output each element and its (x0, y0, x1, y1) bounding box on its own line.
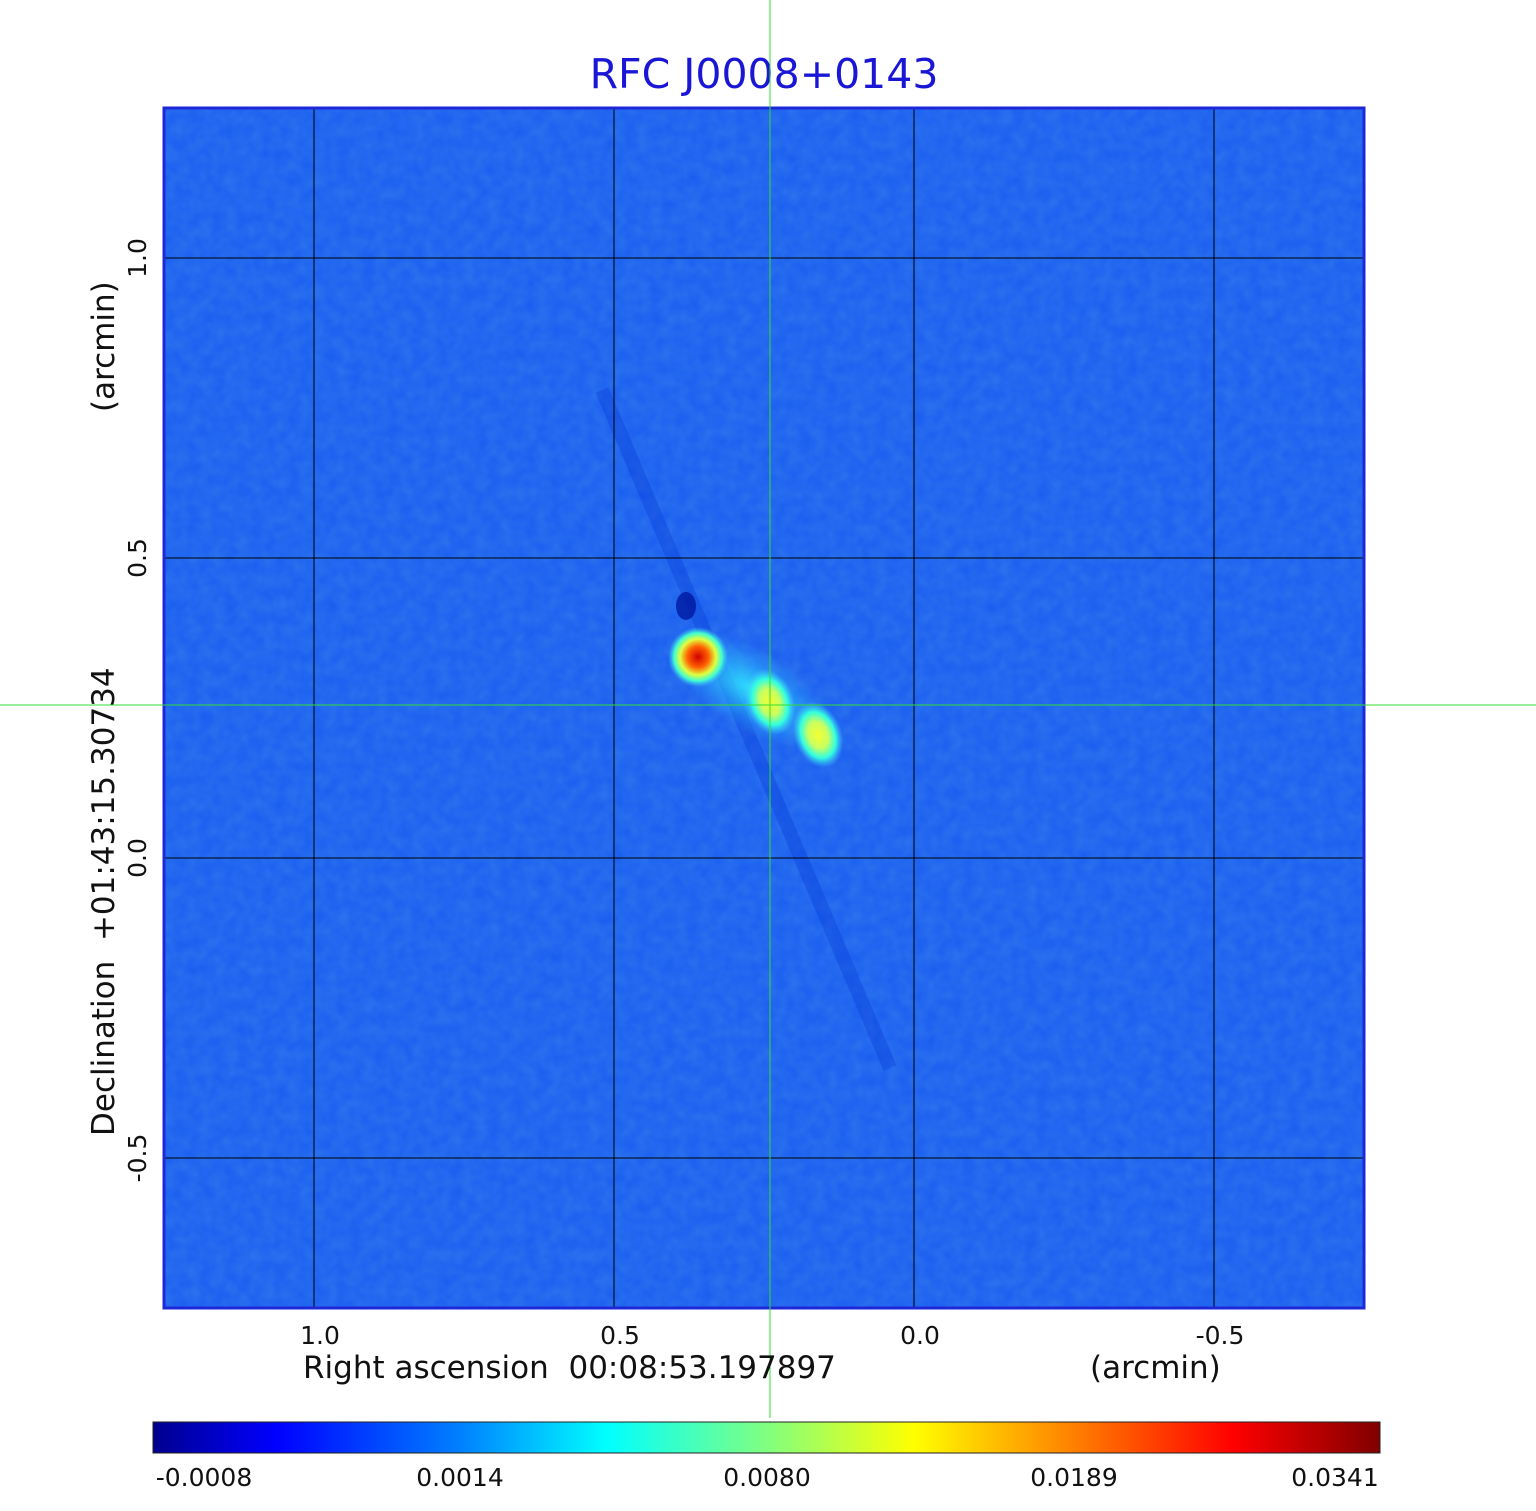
colorbar-tick-labels: -0.0008 0.0014 0.0080 0.0189 0.0341 (156, 1463, 1379, 1492)
y-tick-label: -0.5 (123, 1134, 152, 1183)
y-tick-label: 1.0 (123, 238, 152, 278)
colorbar-tick-label: 0.0189 (1030, 1463, 1117, 1492)
x-tick-label: 0.0 (900, 1321, 940, 1350)
image-area (164, 108, 1364, 1308)
x-axis-unit: (arcmin) (1090, 1350, 1221, 1386)
y-axis-label: Declination +01:43:15.30734 (86, 667, 122, 1136)
x-tick-labels: 1.0 0.5 0.0 -0.5 (300, 1321, 1244, 1350)
chart-title: RFC J0008+0143 (590, 50, 939, 98)
y-tick-label: 0.5 (123, 538, 152, 578)
plot-frame (162, 106, 1366, 1310)
colorbar (152, 1421, 1381, 1454)
source-component-core (668, 627, 728, 687)
x-tick-label: 1.0 (300, 1321, 340, 1350)
negative-patch (676, 592, 696, 620)
source-emission (595, 387, 897, 1071)
colorbar-tick-label: 0.0341 (1291, 1463, 1378, 1492)
y-axis-unit: (arcmin) (86, 281, 122, 412)
crosshair (0, 0, 1536, 1418)
colorbar-tick-label: 0.0014 (416, 1463, 503, 1492)
source-component-knot-2 (792, 702, 844, 768)
x-axis-label: Right ascension 00:08:53.197897 (303, 1350, 836, 1386)
y-tick-label: 0.0 (123, 838, 152, 878)
grid-lines (164, 108, 1364, 1308)
colorbar-tick-label: -0.0008 (156, 1463, 253, 1492)
y-tick-labels: 1.0 0.5 0.0 -0.5 (123, 238, 152, 1182)
colorbar-tick-label: 0.0080 (723, 1463, 810, 1492)
x-tick-label: 0.5 (600, 1321, 640, 1350)
x-tick-label: -0.5 (1196, 1321, 1245, 1350)
